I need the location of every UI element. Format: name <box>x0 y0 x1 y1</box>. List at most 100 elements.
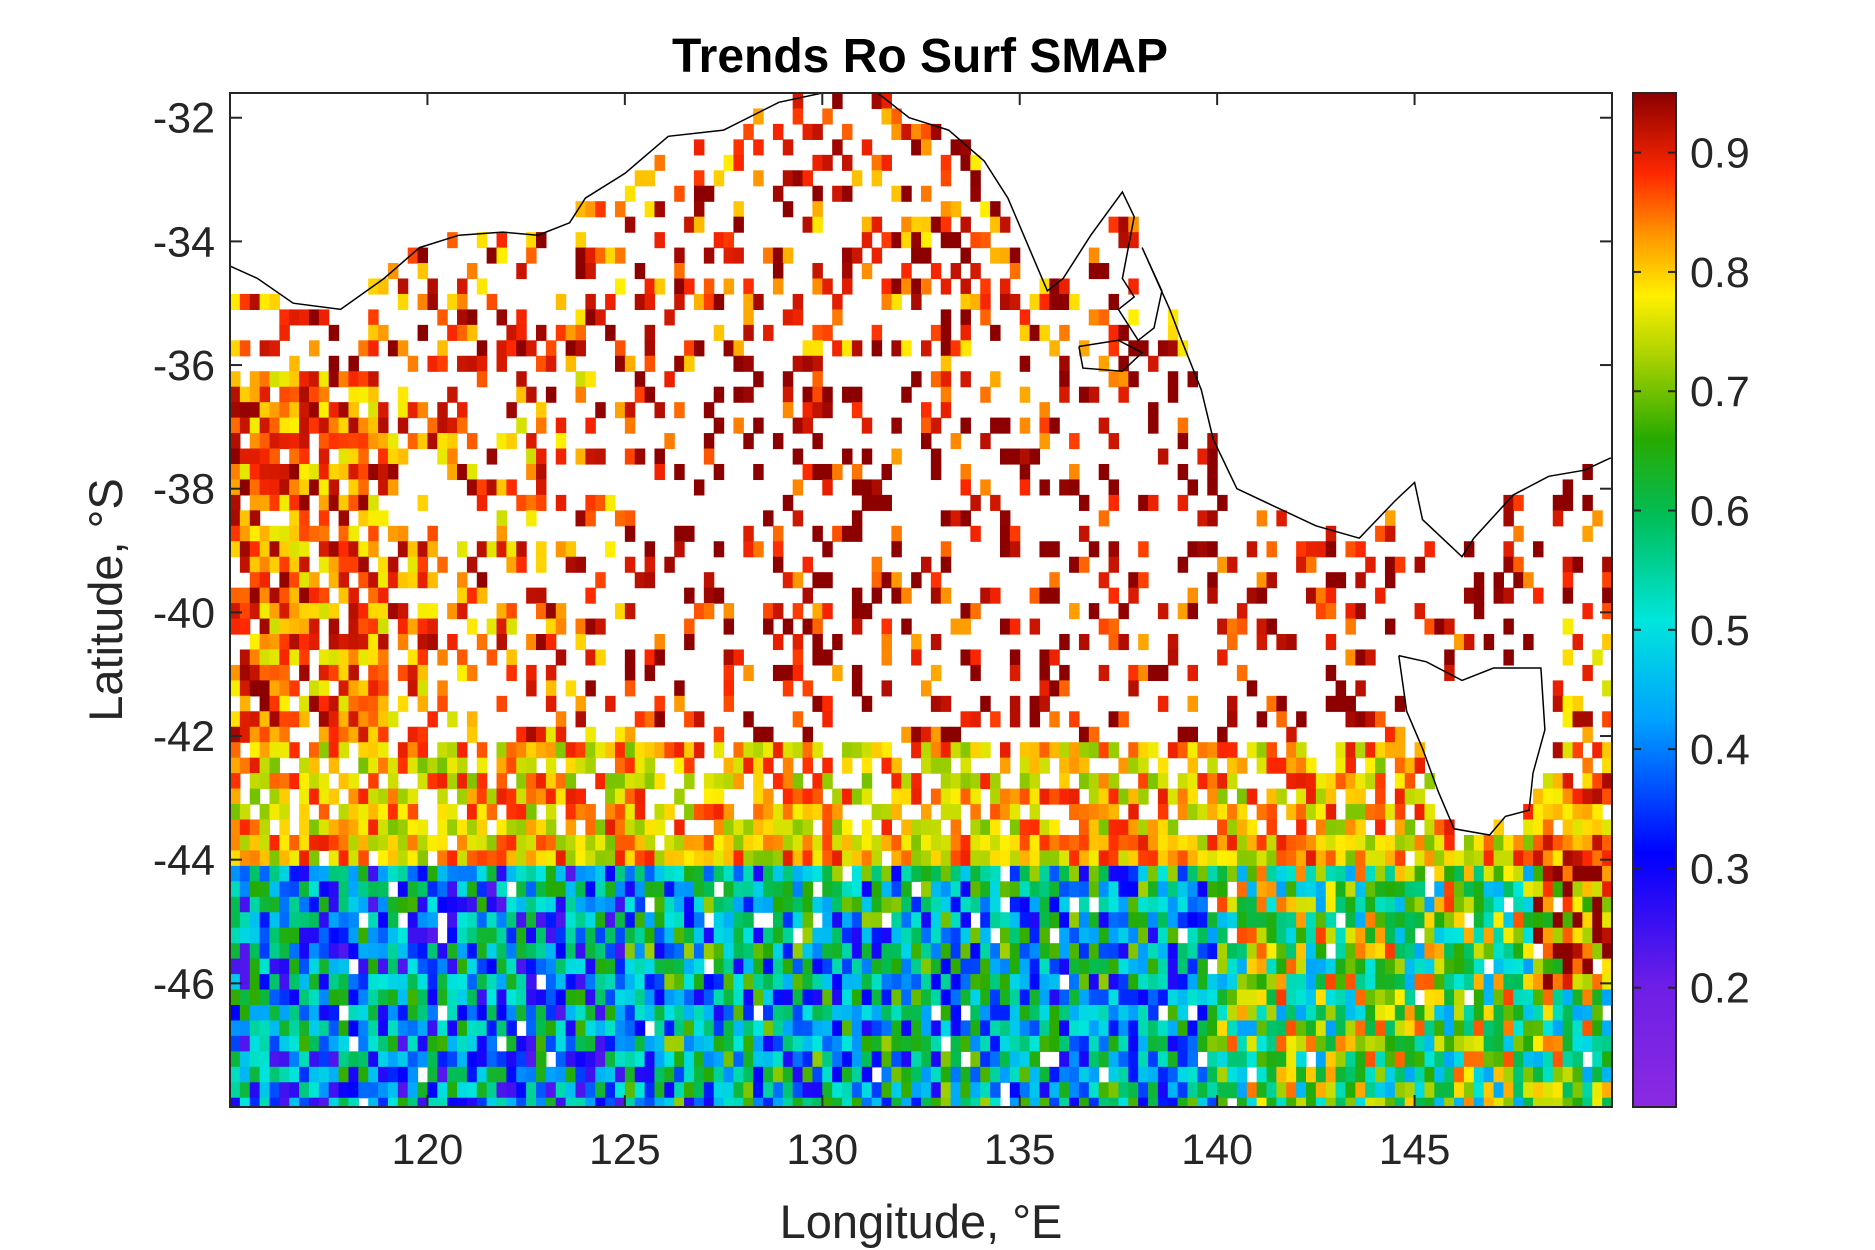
heatmap-cell <box>1088 247 1100 264</box>
heatmap-cell <box>1533 1020 1544 1037</box>
heatmap-cell <box>634 1097 646 1107</box>
heatmap-cell <box>733 154 744 171</box>
heatmap-cell <box>1187 974 1198 991</box>
heatmap-cell <box>249 943 261 960</box>
heatmap-cell <box>239 649 251 666</box>
heatmap-cell <box>1276 757 1287 774</box>
heatmap-cell <box>1305 556 1317 573</box>
heatmap-cell <box>1276 974 1287 991</box>
heatmap-cell <box>328 618 340 635</box>
heatmap-cell <box>674 757 685 774</box>
heatmap-cell <box>1444 819 1455 836</box>
heatmap-cell <box>457 649 468 666</box>
heatmap-cell <box>289 680 300 697</box>
heatmap-cell <box>605 742 616 759</box>
heatmap-cell <box>378 1035 389 1052</box>
heatmap-cell <box>506 433 517 450</box>
heatmap-cell <box>259 587 271 604</box>
heatmap-cell <box>1305 958 1317 975</box>
heatmap-cell <box>1236 1082 1248 1099</box>
heatmap-cell <box>397 974 409 991</box>
heatmap-cell <box>1355 649 1366 666</box>
heatmap-cell <box>763 1020 774 1037</box>
heatmap-cell <box>289 541 300 558</box>
heatmap-cell <box>1454 943 1465 960</box>
heatmap-cell <box>1197 804 1208 821</box>
heatmap-cell <box>792 93 804 110</box>
heatmap-cell <box>930 850 942 867</box>
heatmap-cell <box>447 881 458 898</box>
heatmap-cell <box>269 680 280 697</box>
heatmap-cell <box>555 1097 567 1107</box>
heatmap-cell <box>407 572 419 589</box>
heatmap-cell <box>387 943 399 960</box>
heatmap-cell <box>842 1066 853 1083</box>
heatmap-cell <box>921 989 932 1006</box>
heatmap-cell <box>289 1097 300 1107</box>
heatmap-cell <box>1552 1082 1564 1099</box>
heatmap-cell <box>1384 1082 1396 1099</box>
heatmap-cell <box>881 232 892 249</box>
heatmap-cell <box>634 1035 646 1052</box>
heatmap-cell <box>545 943 557 960</box>
heatmap-cell <box>713 742 725 759</box>
heatmap-cell <box>1542 819 1554 836</box>
heatmap-cell <box>466 773 478 790</box>
heatmap-cell <box>348 989 359 1006</box>
heatmap-cell <box>1049 1035 1060 1052</box>
heatmap-cell <box>891 773 902 790</box>
heatmap-cell <box>802 896 814 913</box>
heatmap-cell <box>595 1004 606 1022</box>
heatmap-cell <box>901 896 912 913</box>
heatmap-cell <box>1217 773 1228 790</box>
heatmap-cell <box>447 1051 458 1068</box>
heatmap-cell <box>595 1097 606 1107</box>
heatmap-cell <box>575 989 586 1006</box>
heatmap-cell <box>950 788 962 805</box>
heatmap-cell <box>1503 881 1514 898</box>
heatmap-cell <box>1355 742 1366 759</box>
heatmap-cell <box>526 433 537 450</box>
heatmap-cell <box>1128 1097 1139 1107</box>
heatmap-cell <box>1059 324 1070 341</box>
heatmap-cell <box>940 541 952 558</box>
heatmap-cell <box>1414 742 1426 759</box>
heatmap-cell <box>891 572 902 589</box>
heatmap-cell <box>980 742 991 759</box>
heatmap-cell <box>1128 757 1139 774</box>
heatmap-cell <box>1078 927 1090 944</box>
heatmap-cell <box>1424 834 1435 852</box>
heatmap-cell <box>1592 834 1603 852</box>
heatmap-cell <box>1325 695 1337 712</box>
heatmap-cell <box>1276 958 1287 975</box>
heatmap-cell <box>1286 927 1297 944</box>
heatmap-cell <box>417 958 429 975</box>
heatmap-cell <box>496 479 507 496</box>
heatmap-cell <box>1276 634 1287 651</box>
heatmap-cell <box>249 1066 261 1083</box>
heatmap-cell <box>1167 1097 1179 1107</box>
heatmap-cell <box>575 371 586 388</box>
heatmap-cell <box>1384 1097 1396 1107</box>
heatmap-cell <box>1434 927 1445 944</box>
heatmap-cell <box>1296 804 1307 821</box>
heatmap-cell <box>338 1035 350 1052</box>
heatmap-cell <box>1394 865 1406 882</box>
heatmap-cell <box>259 556 271 573</box>
heatmap-cell <box>1266 896 1277 913</box>
heatmap-cell <box>1088 943 1100 960</box>
heatmap-cell <box>417 1020 429 1037</box>
heatmap-cell <box>1187 834 1198 852</box>
heatmap-cell <box>249 371 261 388</box>
heatmap-cell <box>318 448 330 465</box>
heatmap-cell <box>644 572 656 589</box>
heatmap-cell <box>693 1082 705 1099</box>
heatmap-cell <box>1098 510 1110 527</box>
heatmap-cell <box>1029 943 1041 960</box>
heatmap-cell <box>536 943 547 960</box>
heatmap-cell <box>407 618 419 635</box>
heatmap-cell <box>387 788 399 805</box>
heatmap-cell <box>605 912 616 929</box>
heatmap-cell <box>1434 912 1445 929</box>
